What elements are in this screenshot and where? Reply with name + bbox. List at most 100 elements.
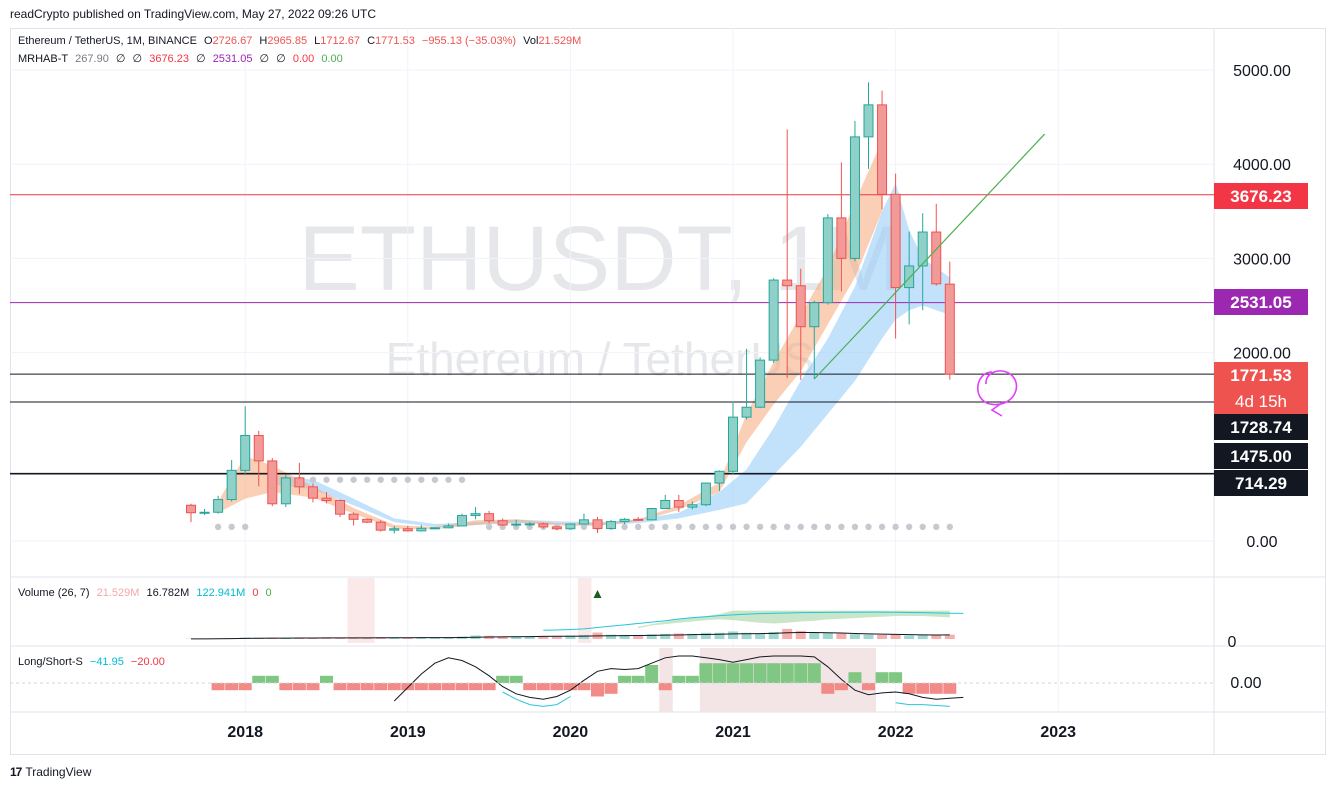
candle-body: [782, 279, 793, 287]
gray-dot: [621, 523, 628, 531]
ls-bar: [780, 663, 794, 683]
volume-legend: Volume (26, 7) 21.529M 16.782M 122.941M …: [18, 587, 272, 599]
indicator-legend: MRHAB-T 267.90 ∅ ∅ 3676.23 ∅ 2531.05 ∅ ∅…: [18, 53, 343, 65]
axes: 5000.00 4000.00 3000.00 2000.00 0.00 2018 2019…: [227, 63, 1308, 741]
volume-bar: [944, 634, 955, 639]
gray-dot: [363, 476, 371, 483]
gray-dot: [756, 523, 764, 531]
main-legend: Ethereum / TetherUS, 1M, BINANCE O2726.6…: [18, 35, 582, 47]
ls-indicator-name[interactable]: Long/Short-S: [18, 656, 83, 668]
volume-bar: [375, 637, 386, 639]
footer-brand[interactable]: TradingView: [25, 765, 92, 779]
candle-body: [822, 217, 833, 304]
candle-body: [646, 508, 657, 521]
price-tick-label: 3000.00: [1233, 251, 1291, 268]
ls-bar: [618, 675, 632, 683]
ls-bar: [333, 683, 347, 691]
ls-bar: [563, 683, 577, 691]
candle-body: [416, 527, 427, 532]
watermark-symbol: ETHUSDT, 1M: [298, 208, 901, 310]
grid: [10, 28, 1326, 755]
gray-dot: [350, 476, 357, 483]
tradingview-logo-icon[interactable]: 17: [10, 765, 22, 779]
horizontal-levels[interactable]: [10, 194, 1214, 475]
gray-dot: [418, 476, 425, 483]
gray-dot: [228, 523, 235, 531]
gray-dot: [905, 523, 913, 531]
volume-bar: [348, 638, 359, 639]
volume-bar: [890, 634, 901, 639]
trendline[interactable]: [813, 133, 1046, 380]
gray-dot: [445, 476, 452, 483]
volume-bar: [416, 637, 427, 639]
volume-bar: [822, 633, 833, 639]
volume-tick-label: 0: [1228, 634, 1237, 651]
candle-body: [755, 359, 766, 408]
ls-bar: [238, 683, 252, 691]
watermark-name: Ethereum / TetherUS: [386, 333, 815, 385]
legend-symbol[interactable]: Ethereum / TetherUS, 1M, BINANCE: [18, 35, 197, 47]
volume-bar: [606, 634, 617, 639]
ls-bar: [211, 683, 225, 691]
highlight-column: [577, 578, 592, 643]
ls-bar: [252, 675, 266, 683]
gray-dot: [214, 523, 222, 531]
price-tick-label: 4000.00: [1233, 157, 1291, 174]
candle-body: [240, 434, 251, 471]
price-badge-label: 1475.00: [1230, 447, 1291, 466]
candle-body: [186, 504, 196, 514]
volume-bar: [931, 635, 942, 639]
ls-bar: [536, 683, 550, 691]
volume-bar: [741, 632, 752, 639]
indicator-name[interactable]: MRHAB-T: [18, 53, 69, 65]
green-trendline: [813, 133, 1046, 380]
volume-bar: [497, 636, 508, 639]
volume-bar: [836, 633, 847, 639]
ls-bar: [821, 683, 835, 694]
candle-body: [199, 511, 210, 514]
gray-dot: [242, 523, 249, 531]
ls-legend: Long/Short-S −41.95 −20.00: [18, 656, 165, 668]
long-short-pane: [10, 648, 1214, 712]
price-badge-label: 2531.05: [1230, 293, 1291, 312]
candle-body: [795, 285, 806, 328]
volume-bar: [538, 636, 549, 639]
candle-body: [226, 469, 237, 501]
candle-body: [917, 231, 928, 267]
volume-bar: [511, 636, 522, 639]
gray-dot: [634, 523, 642, 531]
publish-caption: readCrypto published on TradingView.com,…: [10, 7, 376, 21]
volume-bar: [809, 632, 820, 639]
gray-dot: [743, 523, 750, 531]
gray-dot: [675, 523, 682, 531]
candle-body: [877, 104, 888, 195]
volume-bar: [307, 638, 318, 639]
price-badge: [1214, 183, 1308, 209]
price-tick-label: 0.00: [1246, 534, 1277, 551]
chart-frame[interactable]: [10, 28, 1326, 755]
price-badge-countdown: 4d 15h: [1235, 392, 1287, 411]
ls-bar: [658, 683, 672, 691]
price-badge: [1214, 289, 1308, 315]
highlight-column: [347, 578, 375, 643]
ls-bar: [875, 672, 889, 683]
gray-dot: [946, 523, 953, 531]
volume-indicator-name[interactable]: Volume (26, 7): [18, 587, 90, 599]
gray-dot: [865, 523, 872, 531]
candle-body: [633, 518, 644, 521]
candle-body: [592, 519, 603, 529]
volume-bar: [904, 635, 915, 639]
gray-dot: [770, 523, 777, 531]
gray-dot: [811, 523, 818, 531]
candle-body: [443, 525, 454, 529]
price-badge-label: 1728.74: [1230, 418, 1292, 437]
volume-bar: [524, 636, 535, 639]
gray-dot: [702, 523, 710, 531]
legend-volume: 21.529M: [538, 35, 582, 47]
ls-bar: [943, 683, 957, 694]
ls-bar: [496, 675, 510, 683]
candle-body: [849, 136, 860, 259]
volume-bar: [402, 637, 413, 639]
gray-dot: [391, 476, 398, 483]
